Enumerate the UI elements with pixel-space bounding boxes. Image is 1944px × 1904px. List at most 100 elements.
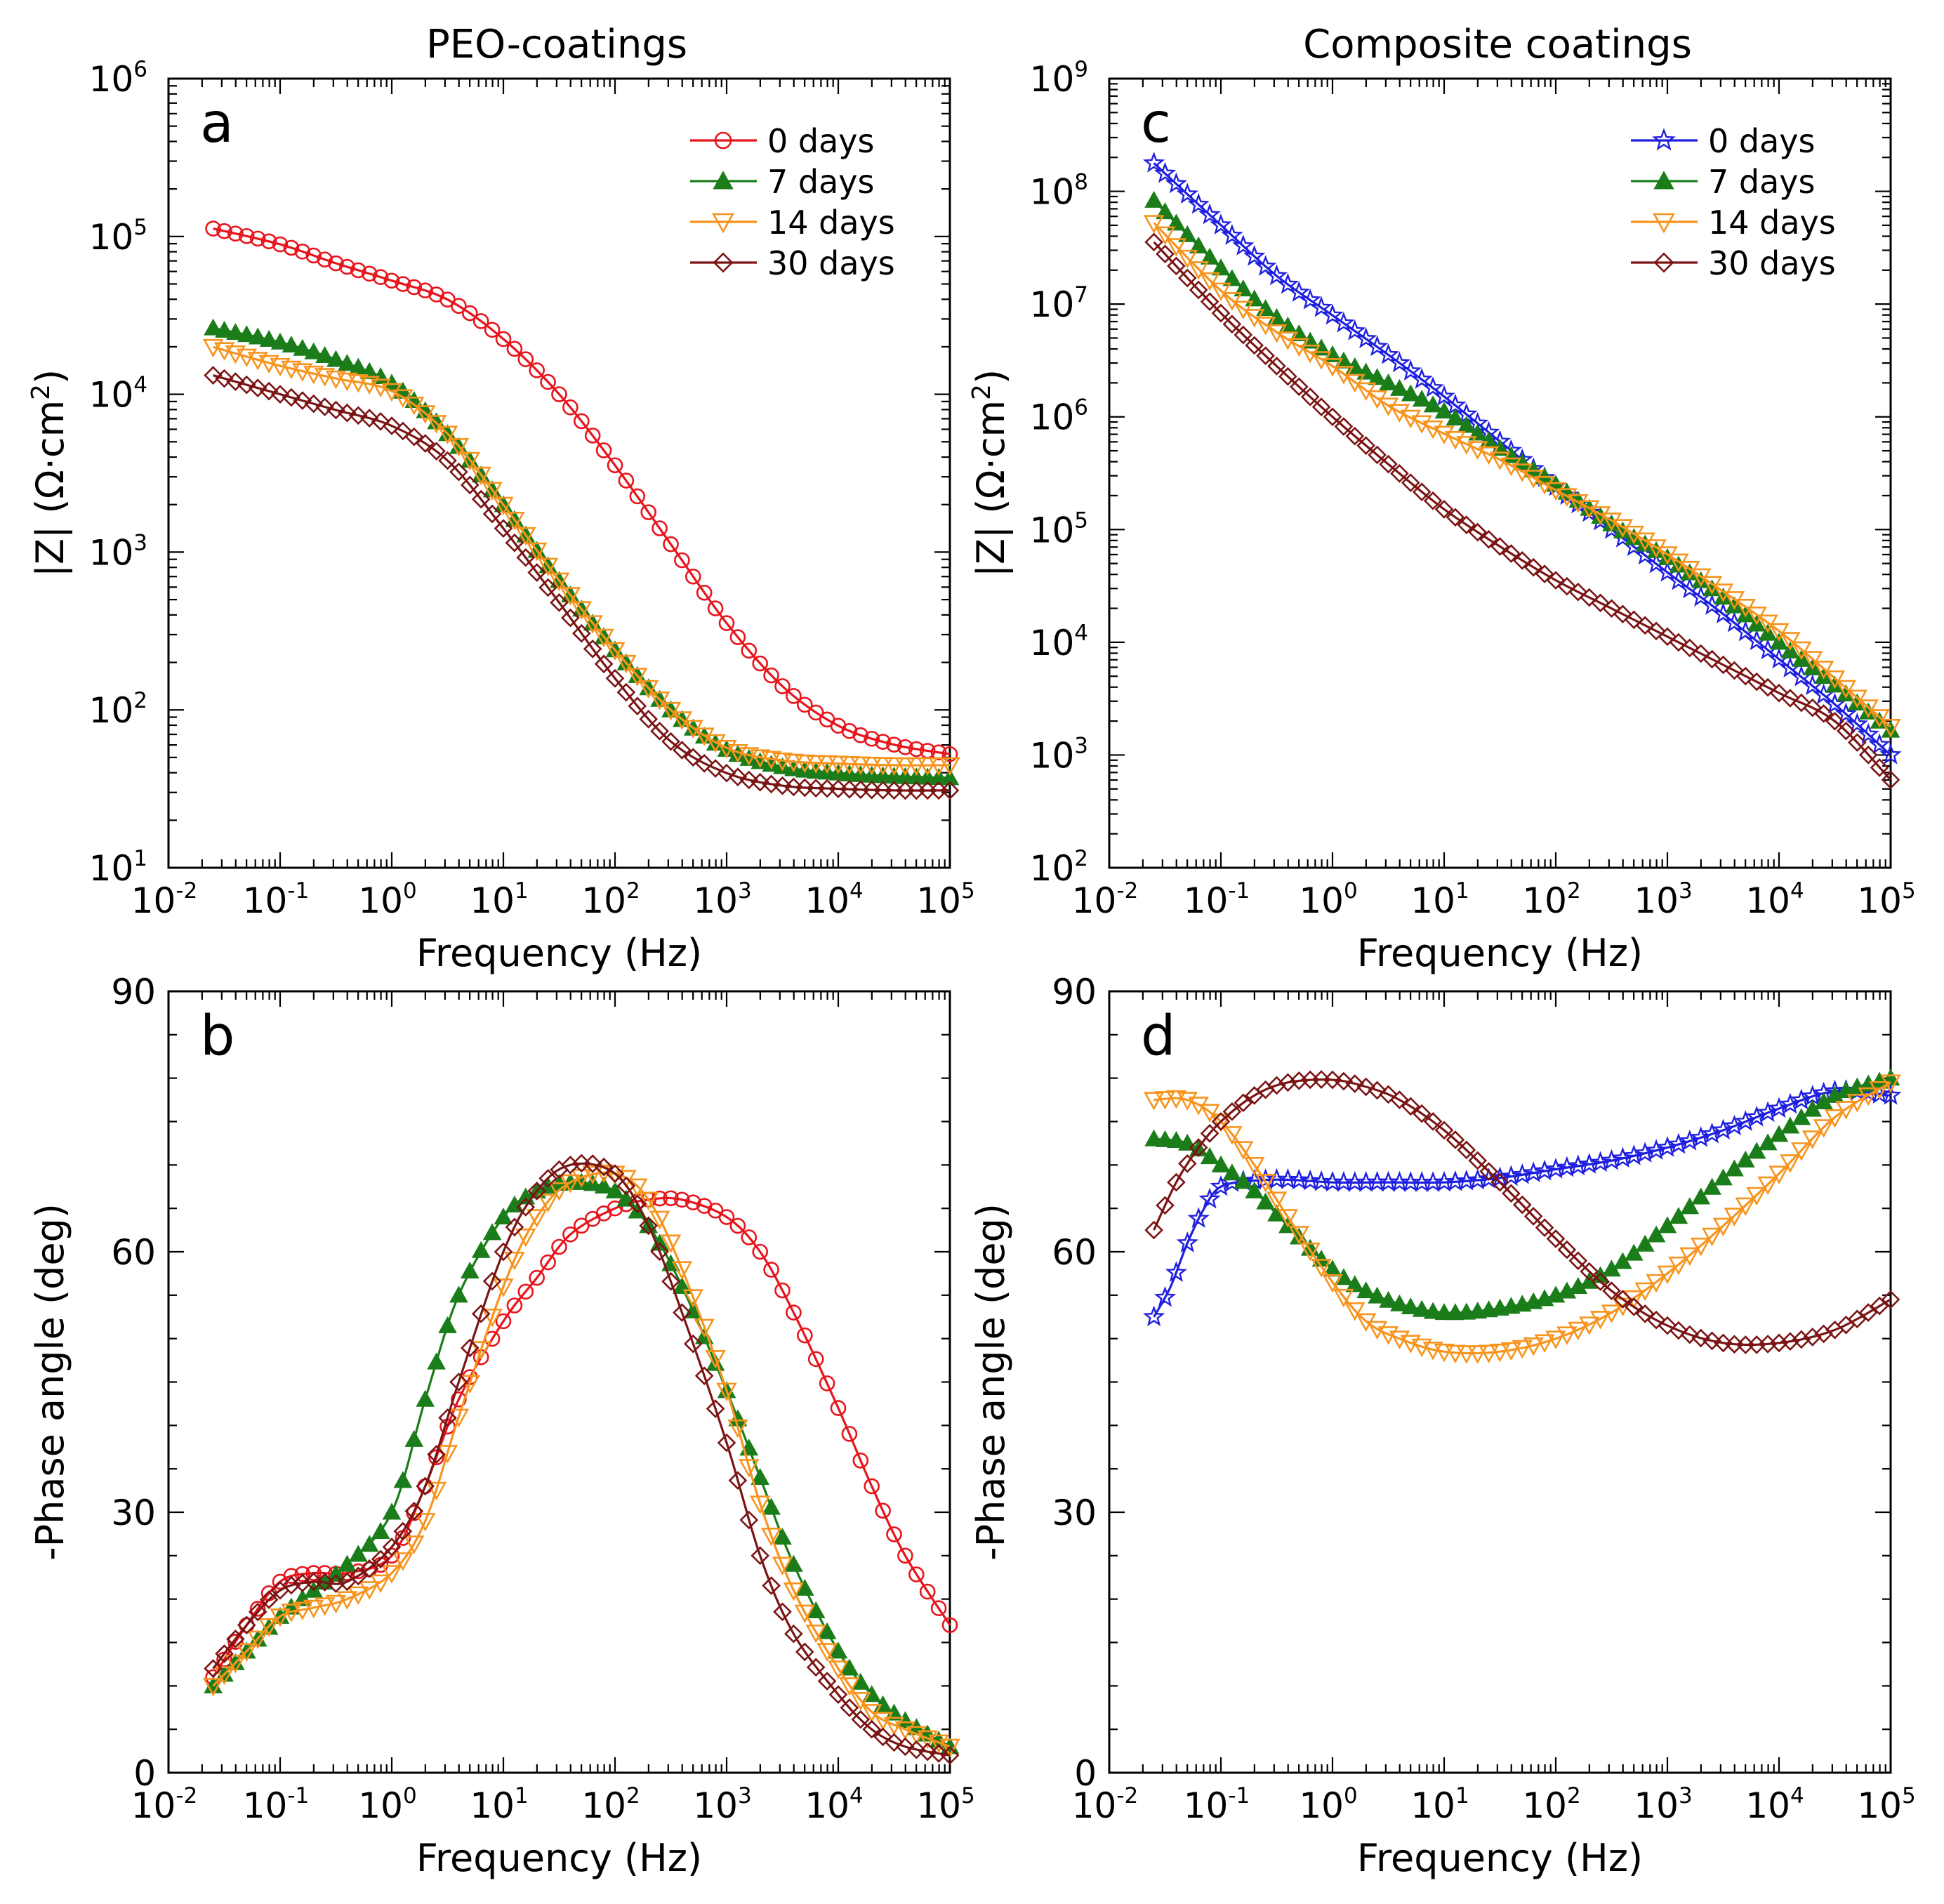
data-point	[382, 1538, 402, 1556]
data-point	[694, 1318, 715, 1338]
series-line	[213, 345, 951, 767]
data-point	[1276, 272, 1300, 294]
data-point	[1546, 571, 1566, 590]
data-point	[371, 1549, 390, 1569]
y-axis-label: -Phase angle (deg)	[28, 1203, 72, 1561]
data-point	[1624, 1297, 1644, 1316]
x-axis-label: Frequency (Hz)	[1357, 1836, 1643, 1880]
data-point	[1399, 359, 1422, 381]
x-tick-label: 10-1	[1184, 878, 1250, 921]
data-point	[928, 757, 949, 776]
data-point	[1366, 335, 1389, 357]
data-point	[1545, 1158, 1567, 1179]
data-point	[1535, 1218, 1554, 1238]
data-point	[1434, 1120, 1454, 1140]
data-point	[1199, 272, 1220, 291]
data-point	[336, 372, 358, 392]
data-point	[1468, 522, 1488, 542]
data-point	[1879, 743, 1902, 765]
data-point	[616, 1176, 636, 1196]
data-point	[314, 1597, 336, 1616]
data-point	[259, 330, 279, 348]
data-point	[762, 774, 781, 794]
data-point	[1265, 264, 1288, 286]
data-point	[215, 320, 234, 338]
data-point	[1814, 704, 1833, 723]
data-point	[896, 1737, 915, 1757]
data-point	[505, 1217, 524, 1237]
data-point	[270, 332, 290, 350]
data-point	[1769, 1125, 1789, 1142]
data-point	[1858, 1087, 1879, 1106]
data-point	[1165, 172, 1188, 194]
data-point	[1757, 1176, 1778, 1196]
data-point	[1433, 385, 1455, 406]
data-point	[637, 1191, 659, 1210]
data-point	[560, 1174, 581, 1194]
x-tick-label: 100	[1299, 1783, 1357, 1826]
data-point	[562, 399, 578, 416]
data-point	[1198, 203, 1221, 225]
data-point	[1189, 280, 1208, 300]
data-point	[494, 1242, 513, 1262]
data-point	[1422, 376, 1444, 397]
data-point	[716, 1382, 737, 1402]
data-point	[1143, 1092, 1165, 1111]
data-point	[886, 736, 902, 753]
data-point	[1803, 698, 1823, 718]
data-point	[571, 601, 593, 620]
data-point	[828, 1660, 849, 1679]
legend-marker	[1653, 213, 1675, 234]
data-point	[1646, 1225, 1666, 1243]
data-point	[1780, 1154, 1801, 1173]
data-point	[1679, 1247, 1700, 1267]
data-point	[326, 400, 345, 420]
col-title-peo: PEO-coatings	[426, 22, 687, 67]
data-point	[628, 1194, 647, 1214]
data-point	[1434, 402, 1454, 419]
data-point	[382, 416, 402, 435]
data-point	[460, 475, 480, 495]
data-point	[504, 1251, 525, 1271]
data-point	[1535, 564, 1554, 583]
data-point	[215, 1644, 234, 1663]
data-point	[460, 1262, 480, 1279]
data-point	[1455, 1169, 1478, 1191]
data-point	[774, 678, 791, 694]
x-tick-label: 100	[358, 878, 416, 921]
x-tick-label: 101	[1410, 878, 1469, 921]
y-tick-label: 108	[1030, 170, 1088, 213]
data-point	[1167, 256, 1186, 276]
data-point	[784, 759, 803, 776]
data-point	[506, 1297, 523, 1314]
data-point	[1624, 610, 1644, 630]
data-point	[1511, 1163, 1533, 1184]
data-point	[1311, 1259, 1332, 1278]
data-point	[1714, 1168, 1733, 1186]
data-point	[304, 342, 324, 359]
x-tick-label: 102	[1522, 878, 1580, 921]
legend-item: 14 days	[690, 204, 895, 242]
data-point	[663, 1190, 679, 1207]
data-point	[1211, 1112, 1231, 1131]
data-point	[260, 233, 277, 250]
data-point	[1243, 244, 1266, 266]
data-point	[773, 757, 792, 774]
data-point	[529, 362, 545, 378]
data-point	[1712, 1217, 1734, 1237]
data-point	[1167, 213, 1186, 231]
data-point	[1222, 315, 1242, 334]
y-tick-label: 60	[111, 1232, 156, 1273]
data-point	[292, 1601, 313, 1620]
data-point	[1568, 582, 1588, 602]
data-point	[1792, 1330, 1811, 1349]
data-point	[1490, 537, 1509, 556]
y-tick-label: 103	[1030, 733, 1088, 776]
data-point	[1601, 1304, 1622, 1323]
data-point	[1824, 1109, 1846, 1128]
data-point	[649, 692, 670, 710]
data-point	[1834, 702, 1858, 724]
data-point	[1300, 344, 1321, 364]
data-point	[560, 587, 581, 606]
data-point	[293, 338, 312, 356]
